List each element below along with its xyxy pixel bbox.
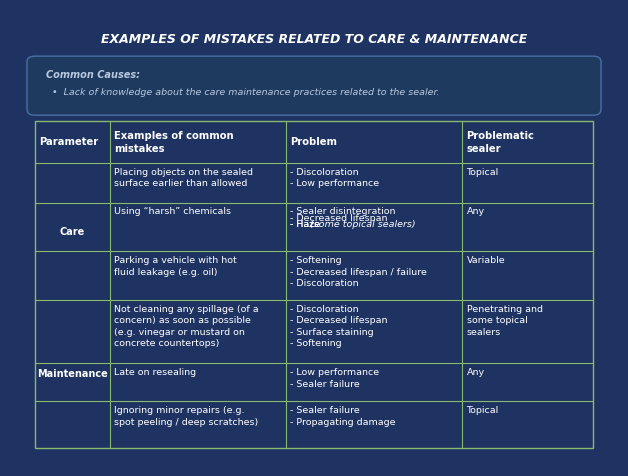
Text: Topical: Topical xyxy=(467,406,499,415)
Text: - Decreased lifespan: - Decreased lifespan xyxy=(290,214,388,223)
Text: Late on resealing: Late on resealing xyxy=(114,368,197,377)
Text: - Discoloration
- Decreased lifespan
- Surface staining
- Softening: - Discoloration - Decreased lifespan - S… xyxy=(290,305,388,348)
Text: Parameter: Parameter xyxy=(39,137,98,147)
Text: Topical: Topical xyxy=(467,168,499,177)
Text: Penetrating and
some topical
sealers: Penetrating and some topical sealers xyxy=(467,305,543,337)
Text: Problem: Problem xyxy=(290,137,337,147)
Text: Problematic
sealer: Problematic sealer xyxy=(467,131,534,154)
Text: - Haze: - Haze xyxy=(290,220,323,229)
Text: Care: Care xyxy=(60,227,85,237)
Text: EXAMPLES OF MISTAKES RELATED TO CARE & MAINTENANCE: EXAMPLES OF MISTAKES RELATED TO CARE & M… xyxy=(101,32,527,46)
Text: Parking a vehicle with hot
fluid leakage (e.g. oil): Parking a vehicle with hot fluid leakage… xyxy=(114,256,237,277)
Text: Any: Any xyxy=(467,368,485,377)
Text: (some topical sealers): (some topical sealers) xyxy=(310,220,416,229)
Text: Not cleaning any spillage (of a
concern) as soon as possible
(e.g. vinegar or mu: Not cleaning any spillage (of a concern)… xyxy=(114,305,259,348)
Text: Common Causes:: Common Causes: xyxy=(46,70,140,80)
Text: Variable: Variable xyxy=(467,256,505,265)
Text: •  Lack of knowledge about the care maintenance practices related to the sealer.: • Lack of knowledge about the care maint… xyxy=(52,89,440,97)
Text: - Discoloration
- Low performance: - Discoloration - Low performance xyxy=(290,168,379,188)
Bar xyxy=(35,121,593,448)
FancyBboxPatch shape xyxy=(27,56,601,115)
Text: - Low performance
- Sealer failure: - Low performance - Sealer failure xyxy=(290,368,379,389)
Text: Any: Any xyxy=(467,208,485,217)
Text: - Sealer failure
- Propagating damage: - Sealer failure - Propagating damage xyxy=(290,406,396,426)
Text: Placing objects on the sealed
surface earlier than allowed: Placing objects on the sealed surface ea… xyxy=(114,168,253,188)
Text: Examples of common
mistakes: Examples of common mistakes xyxy=(114,131,234,154)
Text: Maintenance: Maintenance xyxy=(37,369,107,379)
Text: - Sealer disintegration: - Sealer disintegration xyxy=(290,208,396,217)
Text: - Haze: - Haze xyxy=(290,220,323,229)
Text: - Softening
- Decreased lifespan / failure
- Discoloration: - Softening - Decreased lifespan / failu… xyxy=(290,256,427,288)
Text: Ignoring minor repairs (e.g.
spot peeling / deep scratches): Ignoring minor repairs (e.g. spot peelin… xyxy=(114,406,259,426)
Text: Using “harsh” chemicals: Using “harsh” chemicals xyxy=(114,208,231,217)
